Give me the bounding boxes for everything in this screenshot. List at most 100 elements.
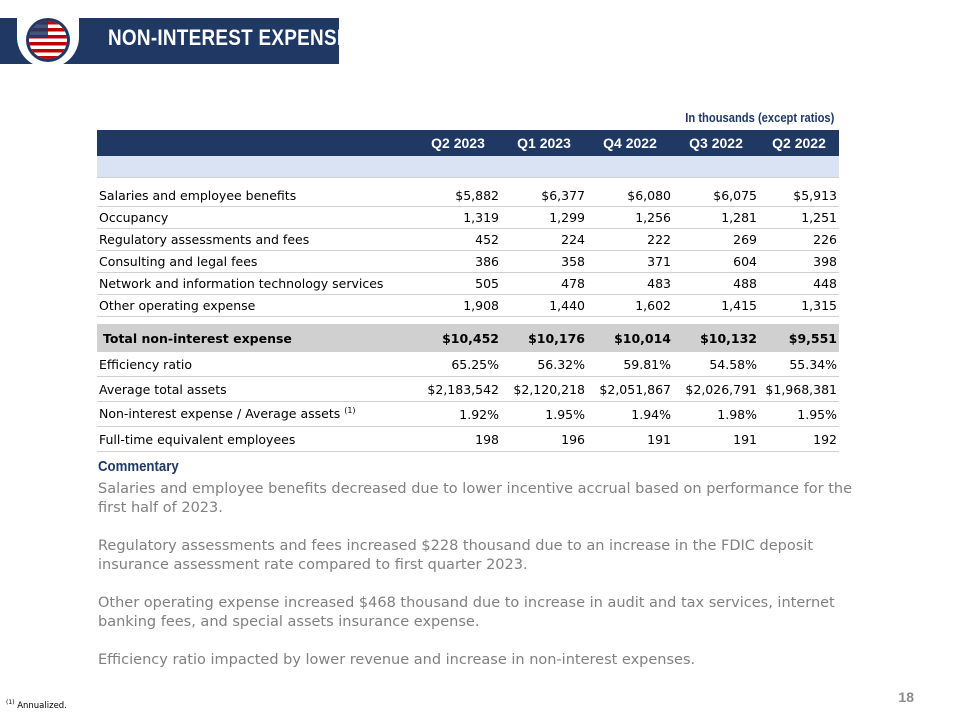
table-cell: $5,913 — [759, 185, 839, 207]
row-label: Other operating expense — [97, 294, 415, 317]
flag-globe-logo-icon — [17, 18, 79, 68]
page-number: 18 — [898, 689, 914, 705]
row-label: Full-time equivalent employees — [97, 426, 415, 452]
table-cell: 198 — [415, 426, 501, 452]
table-cell: 488 — [673, 272, 759, 295]
table-row: Other operating expense 1,908 1,440 1,60… — [97, 294, 839, 317]
table-row: Non-interest expense / Average assets (1… — [97, 401, 839, 427]
table-row: Full-time equivalent employees 198 196 1… — [97, 426, 839, 452]
table-row: Salaries and employee benefits $5,882 $6… — [97, 185, 839, 207]
column-header: Q4 2022 — [587, 130, 673, 156]
table-cell: 1,908 — [415, 294, 501, 317]
table-cell: 1,440 — [501, 294, 587, 317]
table-row: Average total assets $2,183,542 $2,120,2… — [97, 376, 839, 402]
column-header: Q2 2023 — [415, 130, 501, 156]
table-cell: 371 — [587, 250, 673, 273]
expense-table: Q2 2023 Q1 2023 Q4 2022 Q3 2022 Q2 2022 … — [97, 130, 839, 452]
table-cell: $1,968,381 — [759, 376, 839, 402]
column-header: Q2 2022 — [759, 130, 839, 156]
table-cell: 1.95% — [501, 401, 587, 427]
table-cell: 65.25% — [415, 352, 501, 377]
table-row: Occupancy 1,319 1,299 1,256 1,281 1,251 — [97, 206, 839, 229]
row-label: Non-interest expense / Average assets (1… — [97, 401, 415, 427]
commentary-heading: Commentary — [98, 458, 179, 475]
table-cell: 448 — [759, 272, 839, 295]
column-header: Q1 2023 — [501, 130, 587, 156]
spacer-row — [97, 317, 839, 325]
table-row: Network and information technology servi… — [97, 272, 839, 295]
table-row: Efficiency ratio 65.25% 56.32% 59.81% 54… — [97, 352, 839, 377]
table-cell: 386 — [415, 250, 501, 273]
table-cell: $5,882 — [415, 185, 501, 207]
table-cell: 222 — [587, 228, 673, 251]
table-cell: 505 — [415, 272, 501, 295]
row-label: Average total assets — [97, 376, 415, 402]
table-cell: $2,026,791 — [673, 376, 759, 402]
commentary-paragraph: Salaries and employee benefits decreased… — [98, 481, 853, 516]
table-cell: $6,075 — [673, 185, 759, 207]
table-cell: 55.34% — [759, 352, 839, 377]
table-cell: 483 — [587, 272, 673, 295]
table-row: Consulting and legal fees 386 358 371 60… — [97, 250, 839, 273]
table-header-row: Q2 2023 Q1 2023 Q4 2022 Q3 2022 Q2 2022 — [97, 130, 839, 156]
page-title: NON-INTEREST EXPENSE — [108, 25, 350, 50]
table-cell: 192 — [759, 426, 839, 452]
table-cell: 1.95% — [759, 401, 839, 427]
table-cell: $2,120,218 — [501, 376, 587, 402]
column-header: Q3 2022 — [673, 130, 759, 156]
table-cell: 358 — [501, 250, 587, 273]
table-cell: 56.32% — [501, 352, 587, 377]
table-cell: 59.81% — [587, 352, 673, 377]
footnote-marker: (1) — [6, 699, 15, 706]
footnote-text: Annualized. — [17, 700, 67, 711]
header-label-cell — [97, 130, 415, 156]
row-label: Regulatory assessments and fees — [97, 228, 415, 251]
table-cell: 1,256 — [587, 206, 673, 229]
total-row: Total non-interest expense $10,452 $10,1… — [97, 324, 839, 352]
commentary-paragraph: Efficiency ratio impacted by lower reven… — [98, 652, 696, 668]
row-label: Total non-interest expense — [97, 324, 415, 352]
row-label: Salaries and employee benefits — [97, 185, 415, 207]
units-note: In thousands (except ratios) — [684, 110, 834, 125]
table-cell: 478 — [501, 272, 587, 295]
table-cell: 452 — [415, 228, 501, 251]
table-cell: $6,080 — [587, 185, 673, 207]
table-cell: $2,051,867 — [587, 376, 673, 402]
table-cell: 1,602 — [587, 294, 673, 317]
footnote: (1) Annualized. — [6, 699, 67, 711]
table-cell: $10,176 — [501, 324, 587, 352]
row-label: Occupancy — [97, 206, 415, 229]
table-cell: 1,281 — [673, 206, 759, 229]
table-cell: 224 — [501, 228, 587, 251]
table-cell: $10,132 — [673, 324, 759, 352]
table-cell: 1.92% — [415, 401, 501, 427]
table-cell: 54.58% — [673, 352, 759, 377]
table-cell: 191 — [587, 426, 673, 452]
table-cell: 196 — [501, 426, 587, 452]
table-cell: $9,551 — [759, 324, 839, 352]
commentary-paragraph: Regulatory assessments and fees increase… — [98, 538, 814, 573]
table-cell: 1.98% — [673, 401, 759, 427]
table-cell: $10,014 — [587, 324, 673, 352]
spacer-row — [97, 178, 839, 186]
table-cell: $2,183,542 — [415, 376, 501, 402]
table-cell: 1,315 — [759, 294, 839, 317]
row-label: Consulting and legal fees — [97, 250, 415, 273]
row-label-text: Non-interest expense / Average assets — [99, 406, 341, 422]
row-label: Efficiency ratio — [97, 352, 415, 377]
table-cell: 1,319 — [415, 206, 501, 229]
footnote-marker: (1) — [344, 406, 356, 416]
table-cell: 269 — [673, 228, 759, 251]
row-label: Network and information technology servi… — [97, 272, 415, 295]
table-cell: 191 — [673, 426, 759, 452]
commentary-body: Salaries and employee benefits decreased… — [98, 480, 858, 689]
table-cell: 398 — [759, 250, 839, 273]
table-cell: 1,299 — [501, 206, 587, 229]
table-cell: 226 — [759, 228, 839, 251]
table-cell: 1,415 — [673, 294, 759, 317]
commentary-paragraph: Other operating expense increased $468 t… — [98, 595, 835, 630]
header-spacer-row — [97, 156, 839, 178]
table-row: Regulatory assessments and fees 452 224 … — [97, 228, 839, 251]
table-cell: 1.94% — [587, 401, 673, 427]
table-cell: $6,377 — [501, 185, 587, 207]
